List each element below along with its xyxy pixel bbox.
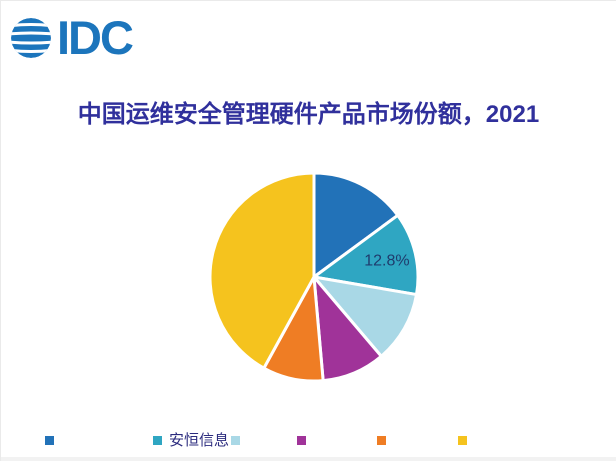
idc-logo: IDC [10, 11, 134, 64]
pie-slice [312, 171, 400, 280]
logo-text: IDC [57, 11, 134, 64]
pie-data-label: 12.8% [364, 253, 409, 270]
chart-title: 中国运维安全管理硬件产品市场份额，2021 [77, 101, 540, 128]
globe-icon [11, 17, 51, 58]
pie-slice [310, 213, 420, 297]
bottom-edge-strip [1, 457, 616, 461]
pie-slice [208, 171, 316, 371]
